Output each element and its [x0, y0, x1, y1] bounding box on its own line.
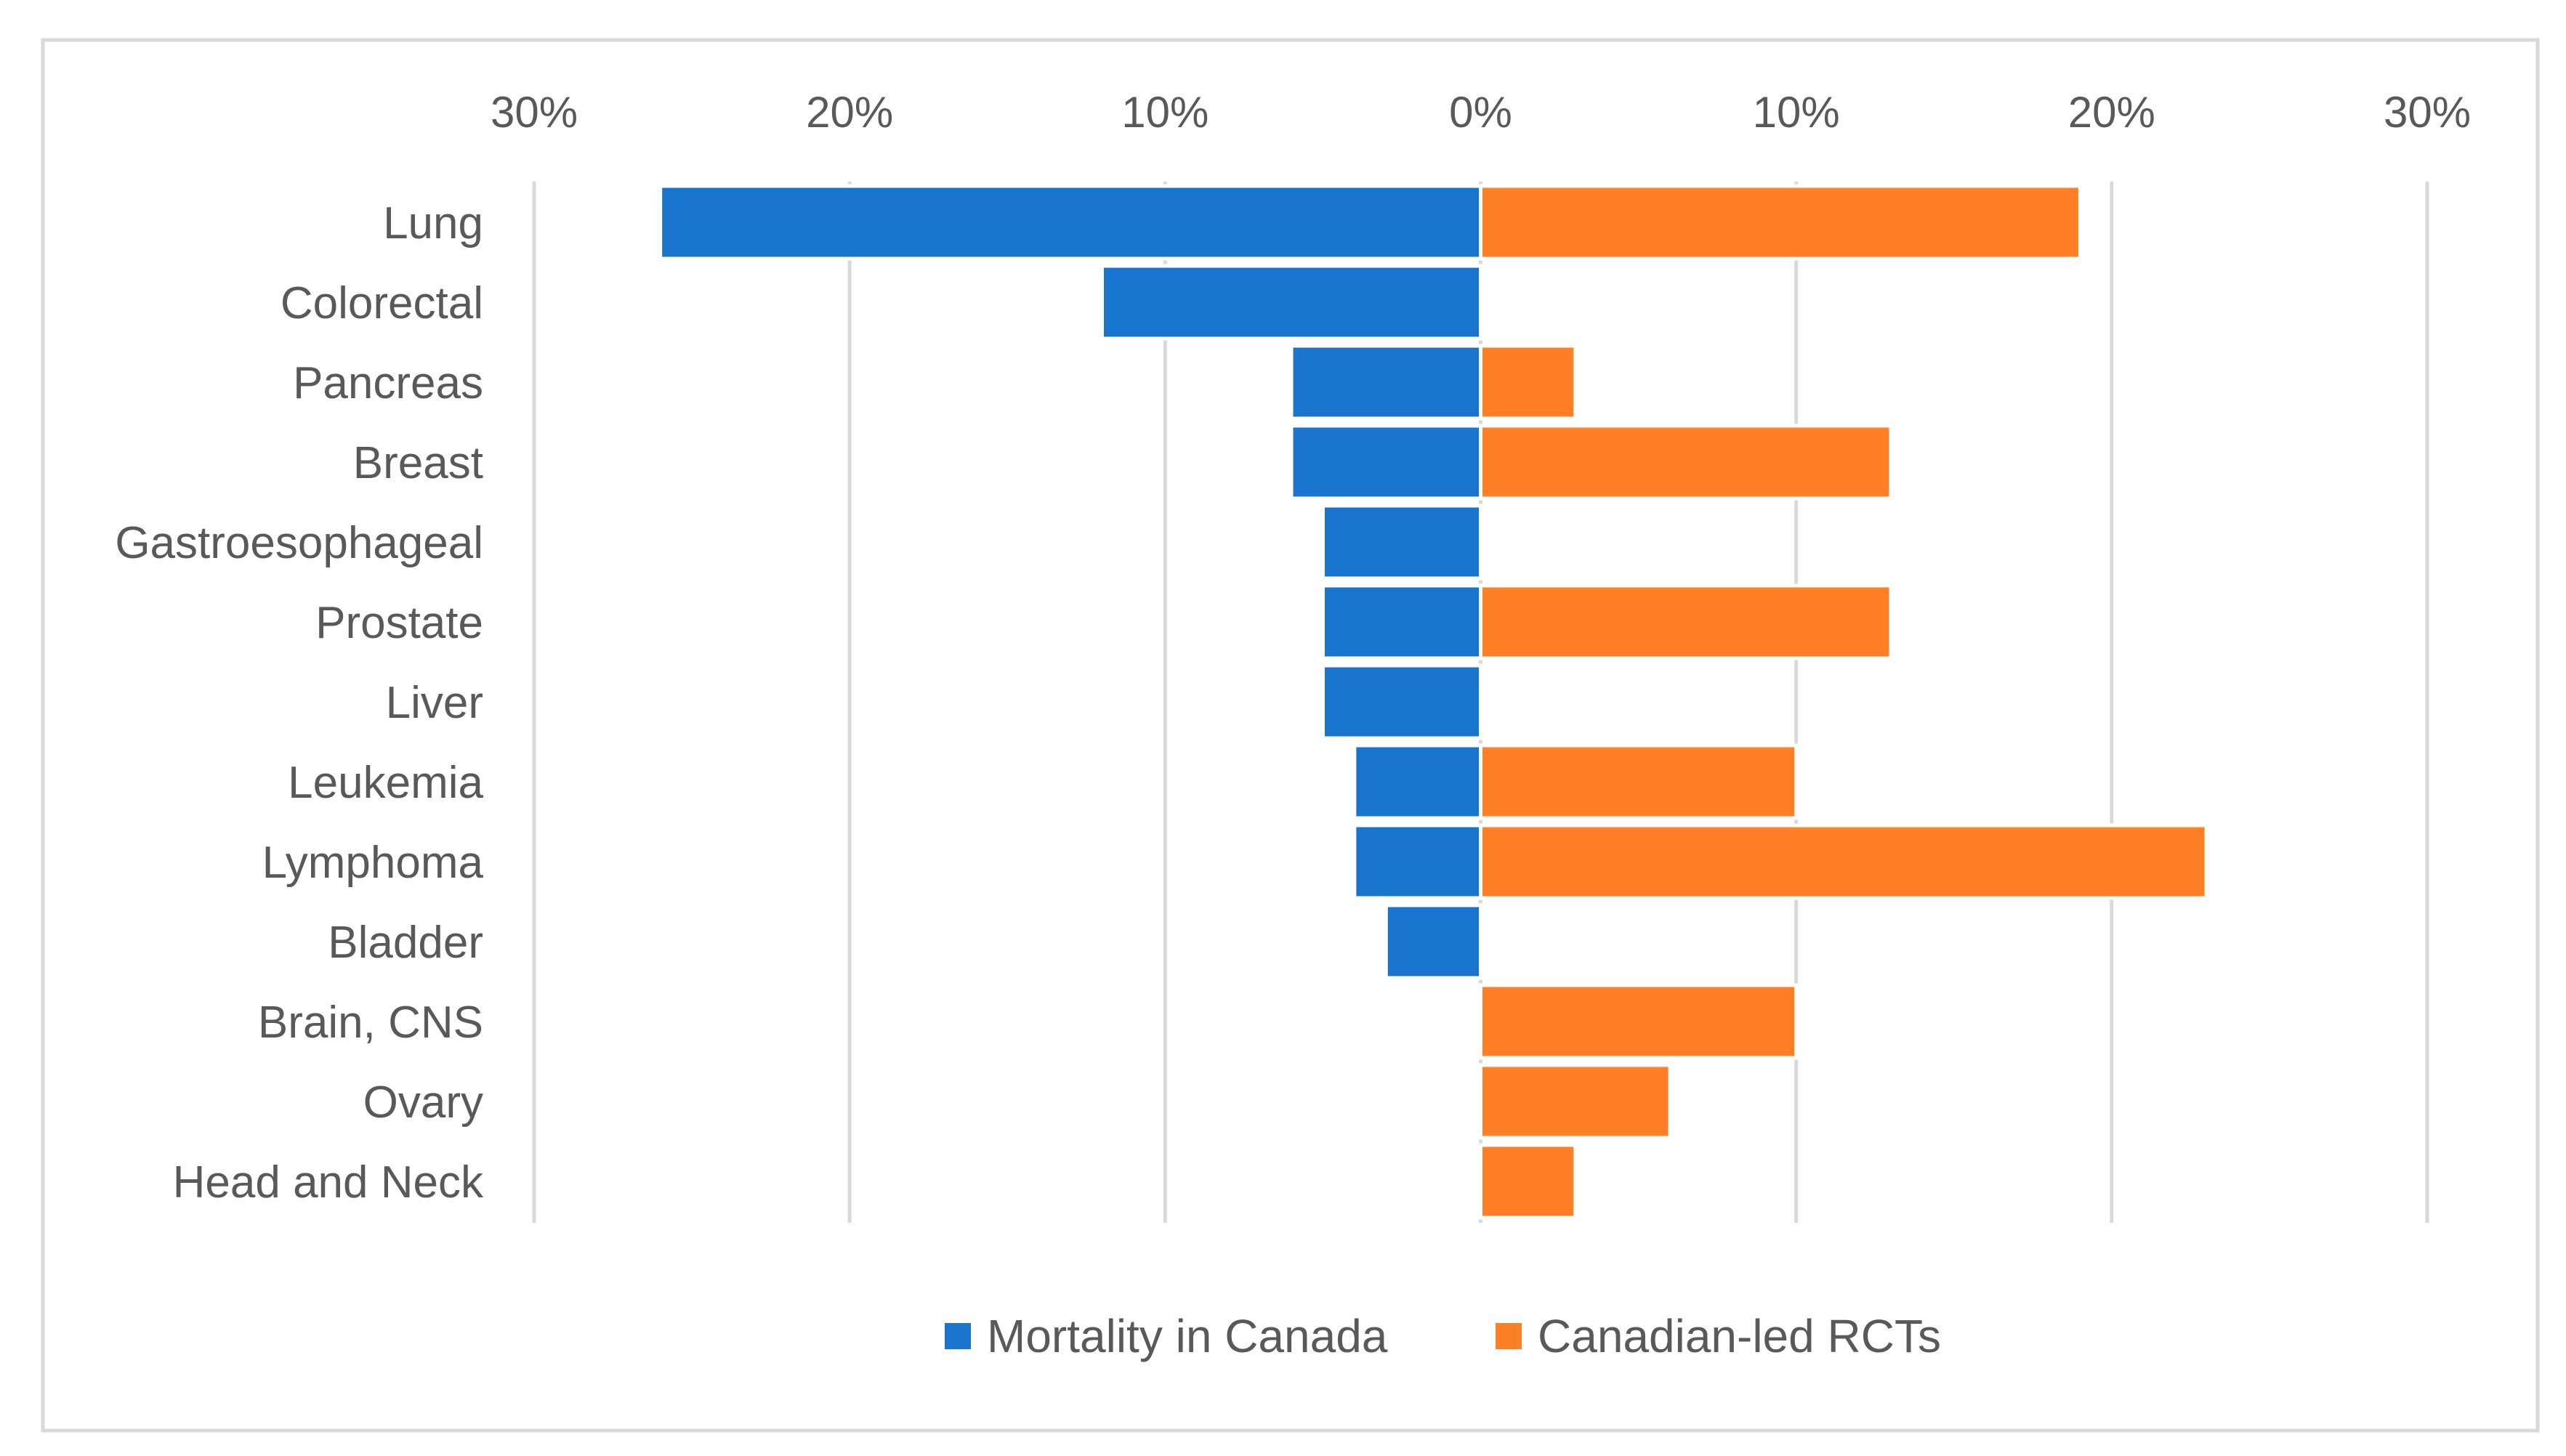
tick-label-3: 0%	[1449, 88, 1512, 137]
bar-canadian-led-rcts-lymphoma	[1479, 823, 2208, 900]
category-label-liver: Liver	[386, 678, 483, 728]
bar-mortality-in-canada-colorectal	[1100, 264, 1482, 341]
bar-canadian-led-rcts-lung	[1479, 184, 2082, 261]
bar-mortality-in-canada-gastroesophageal	[1320, 503, 1482, 581]
category-label-brain-cns: Brain, CNS	[258, 998, 483, 1048]
category-label-bladder: Bladder	[328, 918, 483, 968]
bar-canadian-led-rcts-head-and-neck	[1479, 1143, 1578, 1220]
bar-canadian-led-rcts-brain-cns	[1479, 983, 1799, 1060]
category-label-lung: Lung	[383, 198, 483, 248]
tick-label-1: 20%	[806, 88, 893, 137]
bar-mortality-in-canada-pancreas	[1289, 344, 1482, 421]
category-labels: Lung Colorectal Pancreas Breast Gastroesopha…	[115, 198, 484, 1208]
bar-mortality-in-canada-leukemia	[1352, 743, 1483, 820]
category-label-colorectal: Colorectal	[281, 278, 483, 328]
bar-mortality-in-canada-bladder	[1384, 903, 1482, 980]
gridlines	[532, 182, 2429, 1223]
bar-mortality-in-canada-liver	[1320, 663, 1482, 740]
bar-mortality-in-canada-prostate	[1320, 583, 1482, 660]
bar-canadian-led-rcts-ovary	[1479, 1063, 1672, 1140]
tick-label-6: 30%	[2384, 88, 2471, 137]
bar-mortality-in-canada-lymphoma	[1352, 823, 1483, 900]
bar-canadian-led-rcts-pancreas	[1479, 344, 1578, 421]
tick-label-5: 20%	[2068, 88, 2155, 137]
category-label-pancreas: Pancreas	[293, 358, 483, 408]
category-label-prostate: Prostate	[315, 598, 483, 648]
category-label-leukemia: Leukemia	[288, 758, 483, 808]
bars	[658, 184, 2208, 1220]
bar-mortality-in-canada-lung	[658, 184, 1483, 261]
tick-label-0: 30%	[491, 88, 578, 137]
legend-label-mortality-in-canada: Mortality in Canada	[987, 1310, 1388, 1362]
tick-label-2: 10%	[1121, 88, 1209, 137]
category-label-breast: Breast	[353, 438, 483, 488]
legend-label-canadian-led-rcts: Canadian-led RCTs	[1538, 1310, 1941, 1362]
category-label-lymphoma: Lymphoma	[262, 838, 484, 888]
bar-canadian-led-rcts-prostate	[1479, 583, 1893, 660]
legend-swatch-canadian-led-rcts	[1496, 1323, 1522, 1349]
bar-canadian-led-rcts-breast	[1479, 424, 1893, 501]
category-label-head-and-neck: Head and Neck	[173, 1157, 484, 1208]
tick-label-4: 10%	[1753, 88, 1840, 137]
legend-swatch-mortality-in-canada	[945, 1323, 971, 1349]
legend: Mortality in Canada Canadian-led RCTs	[945, 1310, 1941, 1362]
bar-mortality-in-canada-breast	[1289, 424, 1482, 501]
category-label-ovary: Ovary	[363, 1077, 483, 1128]
bar-canadian-led-rcts-leukemia	[1479, 743, 1799, 820]
x-axis-ticks: 30% 20% 10% 0% 10% 20% 30%	[491, 88, 2471, 137]
category-label-gastroesophageal: Gastroesophageal	[115, 518, 483, 568]
